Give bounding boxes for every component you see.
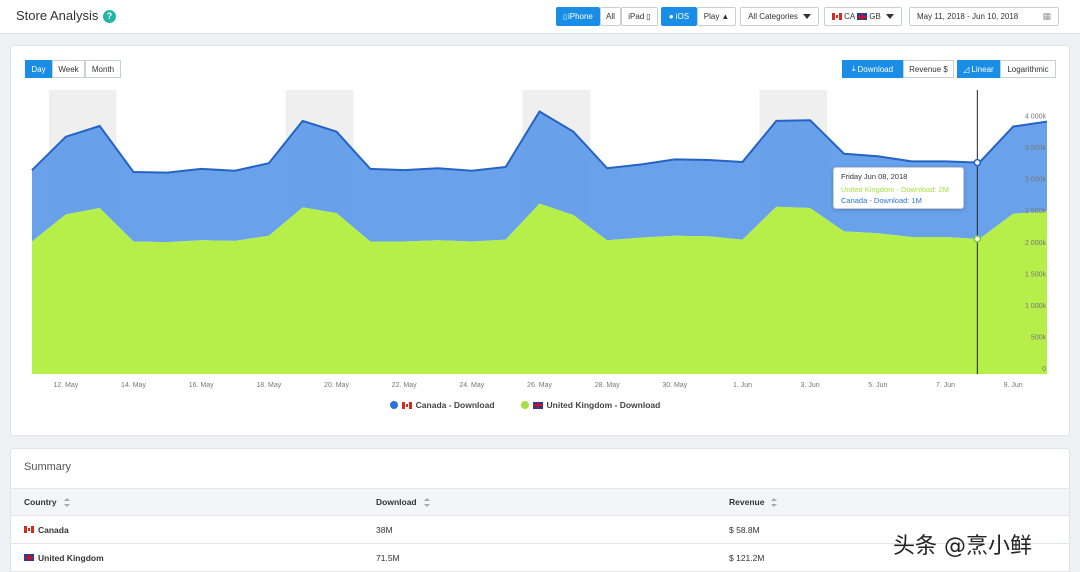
x-tick-label: 16. May — [189, 382, 214, 389]
y-tick-label: 1 500k — [1025, 271, 1047, 278]
date-range-picker[interactable]: May 11, 2018 - Jun 10, 2018 ▦ — [909, 7, 1059, 26]
help-icon[interactable]: ? — [103, 10, 116, 23]
column-header-country[interactable]: Country — [24, 489, 70, 515]
series-marker-icon — [389, 401, 398, 409]
y-tick-label: 3 500k — [1025, 145, 1047, 152]
device-iphone-button[interactable]: ▯ iPhone — [556, 7, 600, 26]
period-week-button[interactable]: Week — [52, 60, 85, 78]
x-tick-label: 24. May — [459, 382, 484, 389]
y-tick-label: 2 500k — [1025, 208, 1047, 215]
x-tick-label: 20. May — [324, 382, 349, 389]
column-header-download[interactable]: Download — [376, 489, 430, 515]
series-marker-icon — [520, 401, 529, 409]
x-tick-label: 26. May — [527, 382, 552, 389]
watermark: 头条 @烹小鲜 — [893, 534, 1032, 559]
x-tick-label: 5. Jun — [868, 382, 887, 389]
y-tick-label: 500k — [1031, 334, 1047, 341]
tooltip-canada-value: Canada - Download: 1M — [841, 196, 922, 205]
category-select[interactable]: All Categories — [740, 7, 819, 26]
calendar-icon: ▦ — [1042, 11, 1051, 21]
x-tick-label: 3. Jun — [801, 382, 820, 389]
country-select[interactable]: CA GB — [824, 7, 902, 26]
summary-panel: Summary Country Download Revenue Canada … — [10, 448, 1070, 572]
revenue-cell: $ 121.2M — [729, 552, 765, 563]
x-tick-label: 12. May — [53, 382, 78, 389]
android-icon: ▲ — [721, 12, 730, 21]
phone-icon: ▯ — [563, 13, 567, 21]
hover-point-uk — [973, 235, 982, 243]
x-tick-label: 9. Jun — [1004, 382, 1023, 389]
x-tick-label: 7. Jun — [936, 382, 955, 389]
top-bar: Store Analysis ? ▯ iPhone All iPad ▯ ● iOS … — [0, 0, 1080, 34]
period-day-button[interactable]: Day — [25, 60, 52, 78]
hover-point-canada — [973, 158, 982, 167]
canada-flag-icon — [832, 13, 843, 20]
legend-uk[interactable]: United Kingdom - Download — [520, 400, 660, 410]
x-tick-label: 30. May — [662, 382, 687, 389]
y-tick-label: 0 — [1042, 366, 1046, 373]
canada-area — [32, 111, 1047, 243]
y-tick-label: 2 000k — [1025, 240, 1047, 247]
sort-icon — [771, 497, 778, 507]
y-tick-label: 3 000k — [1025, 177, 1047, 184]
store-ios-button[interactable]: ● iOS — [661, 7, 697, 26]
scale-logarithmic-button[interactable]: Logarithmic — [1000, 60, 1056, 78]
download-cell: 71.5M — [376, 552, 400, 563]
x-tick-label: 14. May — [121, 382, 146, 389]
metric-revenue-button[interactable]: Revenue $ — [903, 60, 954, 78]
summary-table-header: Country Download Revenue — [11, 488, 1069, 516]
scale-linear-button[interactable]: ◿ Linear — [957, 60, 1000, 78]
apple-icon: ● — [668, 12, 674, 21]
x-tick-label: 28. May — [595, 382, 620, 389]
uk-flag-icon — [24, 554, 34, 561]
tooltip-date: Friday Jun 08, 2018 — [841, 172, 908, 181]
y-tick-label: 1 000k — [1025, 303, 1047, 310]
x-tick-label: 1. Jun — [733, 382, 752, 389]
period-month-button[interactable]: Month — [85, 60, 121, 78]
country-cell: Canada — [24, 516, 69, 543]
uk-flag-icon — [857, 13, 868, 20]
x-tick-label: 22. May — [392, 382, 417, 389]
sort-icon — [423, 497, 430, 507]
page-title: Store Analysis — [16, 8, 99, 23]
chevron-down-icon — [802, 14, 811, 19]
device-ipad-button[interactable]: iPad ▯ — [621, 7, 658, 26]
legend-canada[interactable]: Canada - Download — [389, 400, 495, 410]
sort-icon — [63, 497, 70, 507]
chart-tooltip: Friday Jun 08, 2018 United Kingdom - Dow… — [833, 167, 964, 209]
download-icon: ⤓ — [851, 64, 856, 73]
chevron-down-icon — [885, 14, 894, 19]
area-chart[interactable]: 0 500k 1 000k 1 500k 2 000k 2 500k 3 000k 3 500… — [0, 0, 1080, 400]
metric-download-button[interactable]: ⤓ Download — [842, 60, 903, 78]
store-play-button[interactable]: Play ▲ — [697, 7, 736, 26]
tablet-icon: ▯ — [646, 12, 651, 21]
column-header-revenue[interactable]: Revenue — [729, 489, 778, 515]
uk-area — [32, 203, 1047, 374]
summary-title: Summary — [24, 461, 72, 473]
table-row: Canada 38M $ 58.8M — [11, 516, 1069, 544]
canada-line — [31, 110, 1048, 174]
country-cell: United Kingdom — [24, 544, 104, 571]
y-tick-label: 4 000k — [1025, 114, 1047, 121]
revenue-cell: $ 58.8M — [729, 524, 760, 535]
canada-flag-icon — [24, 526, 34, 533]
canada-flag-icon — [401, 401, 412, 409]
line-chart-icon: ◿ — [963, 64, 970, 74]
device-all-button[interactable]: All — [600, 7, 621, 26]
tooltip-uk-value: United Kingdom - Download: 2M — [841, 185, 949, 194]
download-cell: 38M — [376, 524, 393, 535]
x-tick-label: 18. May — [256, 382, 281, 389]
chart-legend: Canada - Download United Kingdom - Downl… — [0, 400, 1080, 410]
uk-flag-icon — [532, 401, 543, 409]
